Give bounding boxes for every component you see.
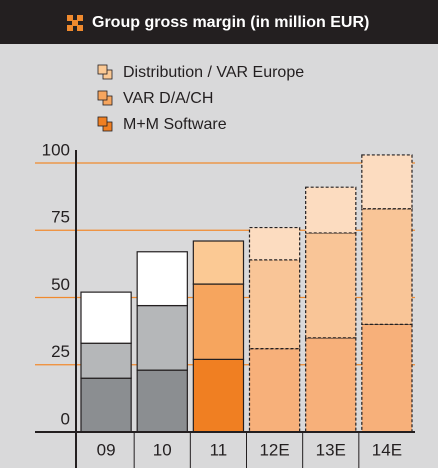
bar-segment <box>305 337 357 433</box>
x-tick-label: 10 <box>153 440 172 459</box>
bar-segment <box>305 186 357 234</box>
bar-segment <box>80 291 132 344</box>
bar-segment <box>248 226 301 261</box>
bar-segment <box>305 232 357 339</box>
y-tick-label: 0 <box>61 409 70 428</box>
header-icon <box>67 15 83 31</box>
bar-segment <box>192 283 245 360</box>
bar-segment <box>136 251 188 307</box>
legend-icon <box>102 121 113 132</box>
legend-icon <box>97 90 108 101</box>
bar-segment <box>136 304 188 371</box>
x-tick-label: 13E <box>316 440 346 459</box>
bar-segment <box>361 208 413 325</box>
bar-segment <box>80 377 132 433</box>
y-tick-label: 50 <box>51 275 70 294</box>
bar-segment <box>80 342 132 379</box>
legend-icon <box>102 69 113 80</box>
legend-label: M+M Software <box>123 116 227 133</box>
legend-label: VAR D/A/CH <box>123 90 213 107</box>
legend-icon <box>97 64 108 75</box>
x-tick-label: 11 <box>210 440 228 459</box>
y-tick-label: 25 <box>51 342 70 361</box>
legend-label: Distribution / VAR Europe <box>123 64 304 81</box>
bar-segment <box>248 259 301 350</box>
bar-segment <box>192 240 245 285</box>
x-tick-label: 09 <box>97 440 116 459</box>
x-tick-label: 12E <box>259 440 289 459</box>
legend-icon <box>97 116 108 127</box>
y-tick-label: 75 <box>51 208 70 227</box>
bar-segment <box>361 323 413 433</box>
bar-segment <box>248 348 301 433</box>
bar-segment <box>136 369 188 433</box>
legend-icon <box>102 95 113 106</box>
bar-segment <box>192 358 245 433</box>
chart-title: Group gross margin (in million EUR) <box>92 14 369 31</box>
bar-segment <box>361 154 413 210</box>
y-tick-label: 100 <box>42 140 70 159</box>
x-tick-label: 14E <box>372 440 402 459</box>
